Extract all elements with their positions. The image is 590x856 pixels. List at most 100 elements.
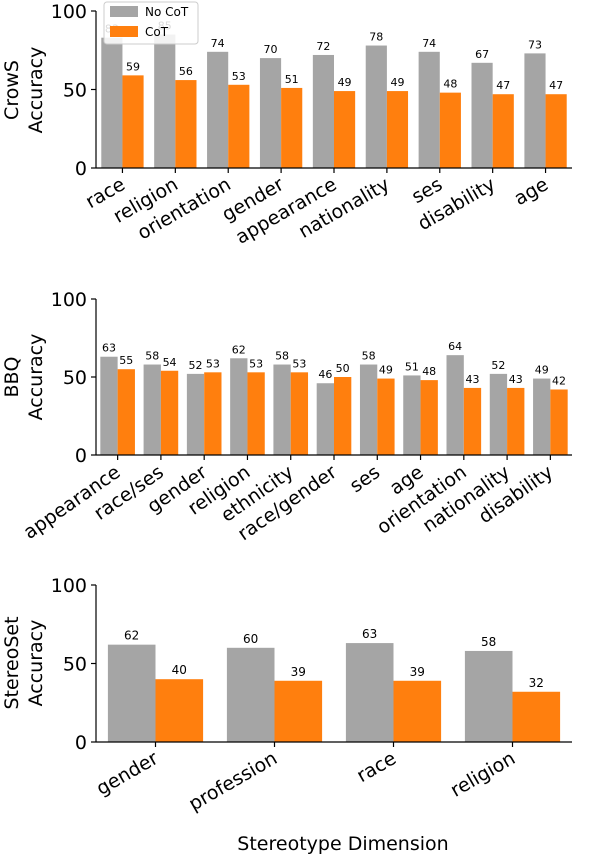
data-label-no-cot: 70 <box>264 43 278 56</box>
x-tick-label: race <box>353 747 400 787</box>
x-tick-label: gender <box>93 747 162 800</box>
data-label-no-cot: 46 <box>318 368 332 381</box>
data-label-cot: 39 <box>410 665 425 679</box>
y-tick-label: 50 <box>63 80 87 102</box>
y-tick-label: 50 <box>63 654 87 676</box>
bar-no-cot <box>365 45 387 168</box>
data-label-cot: 59 <box>126 60 140 73</box>
data-label-cot: 43 <box>509 373 523 386</box>
bar-cot <box>393 680 442 742</box>
bar-no-cot <box>312 54 334 168</box>
bar-cot <box>334 91 356 168</box>
data-label-no-cot: 60 <box>243 632 258 646</box>
bar-no-cot <box>471 62 493 169</box>
data-label-no-cot: 58 <box>145 350 159 363</box>
chart-panel-3: 62 40 gender 60 39 profession 63 39 race 58 32 reli… <box>1 575 572 855</box>
bar-cot <box>550 389 568 455</box>
x-tick-label: religion <box>447 747 519 801</box>
bar-no-cot <box>207 51 229 168</box>
y-tick-label: 0 <box>75 732 87 754</box>
data-label-cot: 54 <box>163 356 177 369</box>
data-label-no-cot: 58 <box>481 635 496 649</box>
data-label-no-cot: 74 <box>211 37 225 50</box>
legend: No CoT CoT <box>103 1 199 45</box>
bar-cot <box>122 75 144 168</box>
data-label-no-cot: 49 <box>535 364 549 377</box>
data-label-cot: 48 <box>422 365 436 378</box>
bar-no-cot <box>464 650 513 742</box>
data-label-cot: 53 <box>232 70 246 83</box>
bar-cot <box>507 387 525 455</box>
data-label-no-cot: 62 <box>124 629 139 643</box>
legend-swatch-cot <box>110 26 138 37</box>
bar-no-cot <box>403 375 421 455</box>
data-label-no-cot: 52 <box>189 359 203 372</box>
y-axis-label: Accuracy <box>25 620 47 707</box>
bar-no-cot <box>273 364 291 455</box>
data-label-cot: 49 <box>390 76 404 89</box>
data-label-cot: 51 <box>285 73 299 86</box>
bar-cot <box>274 680 323 742</box>
bar-cot <box>463 387 482 455</box>
data-label-cot: 39 <box>291 665 306 679</box>
data-label-no-cot: 58 <box>275 350 289 363</box>
x-tick-label: age <box>510 173 552 210</box>
x-tick-label: profession <box>185 747 281 815</box>
data-label-no-cot: 64 <box>448 340 462 353</box>
y-tick-label: 100 <box>51 1 87 23</box>
data-label-no-cot: 63 <box>362 627 377 641</box>
legend-swatch-no-cot <box>110 6 138 17</box>
bar-no-cot <box>107 644 156 742</box>
bar-no-cot <box>186 373 205 455</box>
bar-no-cot <box>533 378 551 455</box>
bar-no-cot <box>143 364 161 455</box>
bar-cot <box>545 94 567 168</box>
bar-cot <box>204 372 222 455</box>
bar-cot <box>247 372 265 455</box>
data-label-cot: 43 <box>465 373 479 386</box>
chart-panel-1: 8359race8556religion7453orientation7051g… <box>1 1 572 249</box>
data-label-no-cot: 52 <box>491 359 505 372</box>
y-tick-label: 100 <box>51 575 87 597</box>
data-label-no-cot: 58 <box>362 350 376 363</box>
y-axis-label: BBQ <box>1 356 23 397</box>
data-label-cot: 49 <box>338 76 352 89</box>
bar-no-cot <box>359 364 378 455</box>
bar-cot <box>160 370 179 455</box>
x-axis-label: Stereotype Dimension <box>237 833 448 855</box>
data-label-no-cot: 51 <box>405 360 419 373</box>
data-label-no-cot: 62 <box>232 343 246 356</box>
bar-no-cot <box>100 356 118 455</box>
bar-no-cot <box>489 373 508 455</box>
legend-label-no-cot: No CoT <box>145 5 189 19</box>
data-label-no-cot: 67 <box>475 48 489 61</box>
bar-no-cot <box>154 34 176 168</box>
bar-no-cot <box>226 647 275 742</box>
bar-cot <box>117 369 135 455</box>
bar-cot <box>175 80 197 168</box>
data-label-no-cot: 73 <box>528 38 542 51</box>
data-label-cot: 55 <box>119 354 133 367</box>
data-label-cot: 50 <box>336 362 350 375</box>
bar-no-cot <box>345 643 394 742</box>
bar-no-cot <box>101 37 123 168</box>
bar-cot <box>155 679 204 742</box>
bar-cot <box>377 378 395 455</box>
data-label-no-cot: 72 <box>316 40 330 53</box>
x-tick-label: ses <box>346 461 384 497</box>
data-label-cot: 49 <box>379 364 393 377</box>
bar-cot <box>386 91 409 168</box>
bar-cot <box>228 84 250 168</box>
data-label-cot: 42 <box>552 374 566 387</box>
data-label-cot: 32 <box>529 676 544 690</box>
data-label-cot: 47 <box>549 79 563 92</box>
bar-cot <box>420 380 438 455</box>
y-axis-label: Accuracy <box>25 334 47 421</box>
data-label-cot: 53 <box>206 357 220 370</box>
data-label-no-cot: 78 <box>369 31 383 44</box>
bar-no-cot <box>446 355 464 455</box>
y-tick-label: 50 <box>63 367 87 389</box>
data-label-cot: 47 <box>496 79 510 92</box>
